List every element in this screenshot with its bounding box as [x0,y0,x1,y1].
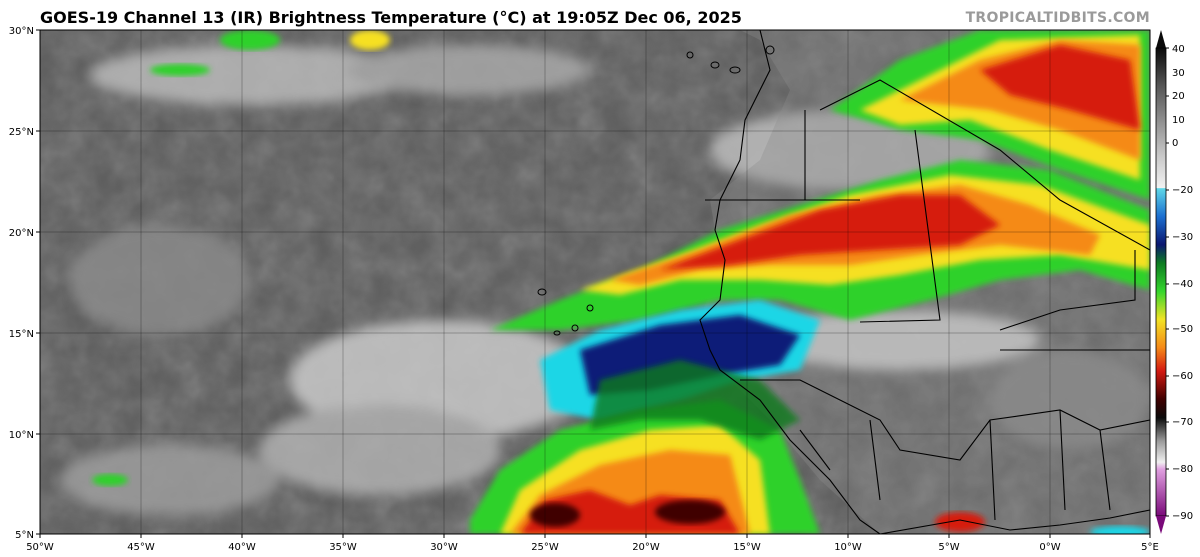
colorbar-ramp [1155,47,1167,517]
x-tick-label: 45°W [127,542,155,553]
y-tick-label: 20°N [9,228,34,239]
colorbar: 40 30 20 10 0 −20 −30 −40 −50 −60 −70 −8… [1155,30,1193,534]
graticule [40,30,1150,534]
x-tick-label: 15°W [733,542,761,553]
colorbar-tick: −80 [1172,464,1193,475]
y-tick-label: 15°N [9,329,34,340]
coastlines [699,30,1150,534]
x-tick-label: 20°W [632,542,660,553]
y-axis: 30°N 25°N 20°N 15°N 10°N 5°N [9,26,40,541]
colorbar-tick: −20 [1172,185,1193,196]
colorbar-tick: −90 [1172,511,1193,522]
x-tick-label: 35°W [329,542,357,553]
colorbar-tick: −50 [1172,324,1193,335]
colorbar-tick: 20 [1172,91,1185,102]
colorbar-tick: 0 [1172,138,1178,149]
x-tick-label: 10°W [834,542,862,553]
colorbar-tick: 30 [1172,68,1185,79]
x-tick-label: 40°W [228,542,256,553]
x-tick-label: 5°E [1141,542,1159,553]
x-tick-label: 0°W [1039,542,1060,553]
x-tick-label: 50°W [26,542,54,553]
colorbar-tick: −40 [1172,279,1193,290]
convective-band [92,30,1150,534]
colorbar-tick: 40 [1172,44,1185,55]
colorbar-bottom-extend [1156,516,1166,534]
brand-watermark: TROPICALTIDBITS.COM [965,10,1150,26]
y-tick-label: 10°N [9,430,34,441]
y-tick-label: 25°N [9,127,34,138]
colorbar-tick: 10 [1172,115,1185,126]
imagery-layer [40,30,1150,534]
map-title: GOES-19 Channel 13 (IR) Brightness Tempe… [40,8,742,27]
colorbar-tick: −70 [1172,417,1193,428]
x-tick-label: 25°W [531,542,559,553]
x-tick-label: 5°W [938,542,959,553]
x-tick-label: 30°W [430,542,458,553]
islands [537,45,775,336]
y-tick-label: 30°N [9,26,34,37]
colorbar-top-extend [1156,30,1166,48]
map-frame [39,29,1151,535]
y-tick-label: 5°N [15,530,34,541]
x-axis: 50°W 45°W 40°W 35°W 30°W 25°W 20°W 15°W … [26,534,1159,553]
colorbar-tick: −30 [1172,232,1193,243]
colorbar-tick: −60 [1172,371,1193,382]
